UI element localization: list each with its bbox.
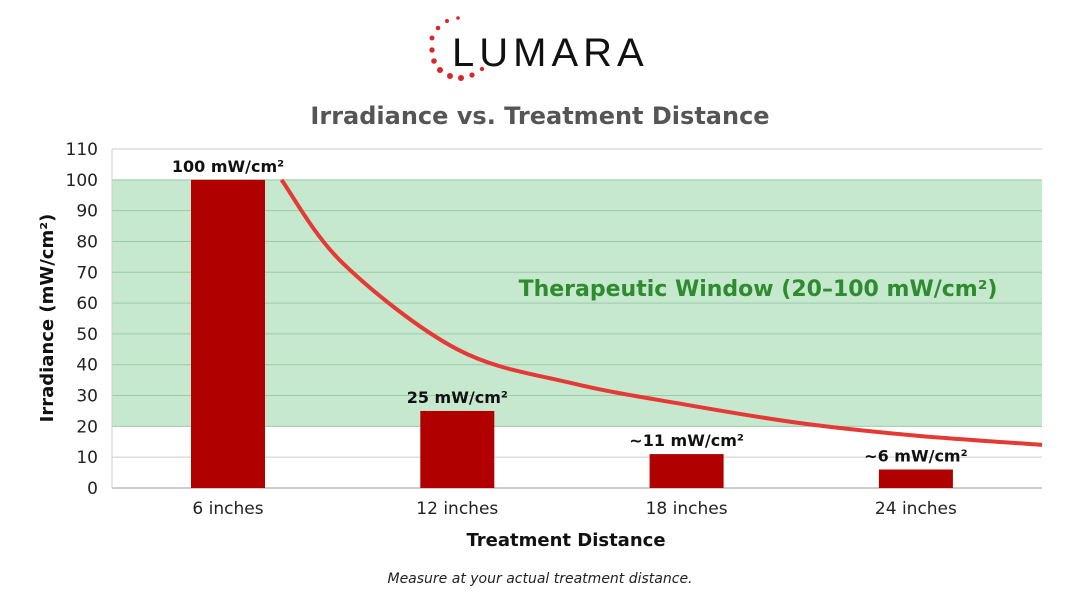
logo-dot — [447, 73, 453, 79]
logo-dot — [437, 67, 443, 73]
bar — [191, 179, 265, 488]
x-axis-label: Treatment Distance — [466, 530, 665, 551]
y-tick-label: 80 — [76, 232, 98, 252]
logo-dot — [456, 16, 460, 20]
lumara-logo: LUMARA — [429, 16, 649, 81]
y-tick-label: 100 — [66, 171, 98, 191]
data-label: 100 mW/cm² — [172, 157, 284, 176]
y-axis-label: Irradiance (mW/cm²) — [37, 214, 58, 423]
logo-dot — [469, 72, 475, 78]
y-tick-label: 10 — [76, 448, 98, 468]
y-tick-label: 30 — [76, 387, 98, 407]
x-tick-label: 6 inches — [192, 499, 263, 519]
svg-text:LUMARA: LUMARA — [452, 31, 649, 75]
data-label: 25 mW/cm² — [407, 388, 508, 407]
x-tick-label: 18 inches — [646, 499, 728, 519]
x-tick-label: 12 inches — [416, 499, 498, 519]
y-tick-label: 40 — [76, 356, 98, 376]
data-label: ~6 mW/cm² — [864, 447, 967, 466]
y-tick-label: 50 — [76, 325, 98, 345]
y-tick-label: 70 — [76, 263, 98, 283]
logo-dot — [435, 25, 441, 31]
logo-dot — [429, 35, 435, 41]
y-tick-label: 20 — [76, 417, 98, 437]
logo-dots — [429, 16, 485, 81]
y-tick-label: 60 — [76, 294, 98, 314]
x-tick-label: 24 inches — [875, 499, 957, 519]
logo-dot — [458, 75, 464, 81]
y-tick-label: 90 — [76, 202, 98, 222]
bar — [649, 454, 724, 488]
bar — [878, 469, 953, 488]
y-tick-label: 0 — [87, 479, 98, 499]
bar — [420, 410, 495, 488]
logo-dot — [431, 58, 437, 64]
logo-dot — [479, 66, 485, 72]
footnote: Measure at your actual treatment distanc… — [387, 571, 692, 587]
band-label: Therapeutic Window (20–100 mW/cm²) — [519, 277, 998, 302]
y-tick-label: 110 — [66, 140, 98, 160]
chart-title: Irradiance vs. Treatment Distance — [310, 102, 769, 130]
logo-dot — [445, 19, 449, 23]
irradiance-curve — [279, 178, 1043, 447]
logo-dot — [429, 47, 435, 53]
data-label: ~11 mW/cm² — [629, 431, 744, 450]
